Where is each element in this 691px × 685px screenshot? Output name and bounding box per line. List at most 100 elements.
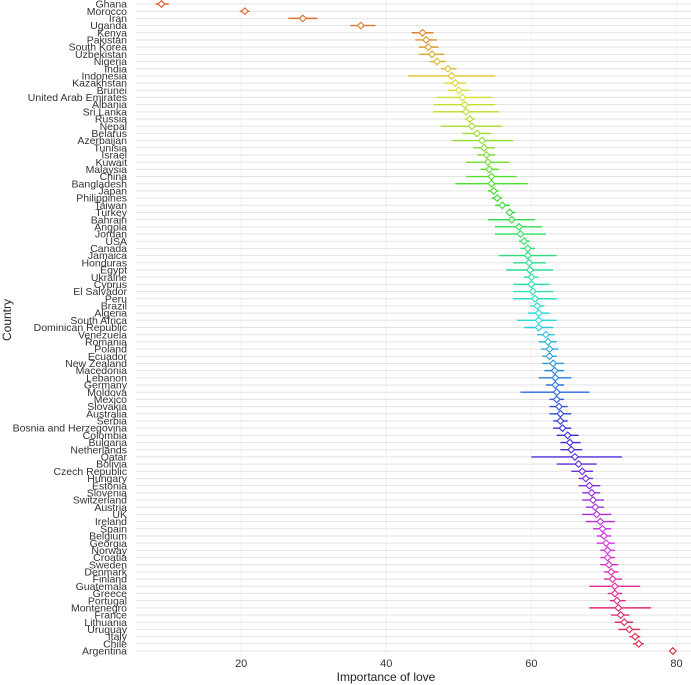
mean-point: [525, 265, 535, 275]
country-label: France: [94, 610, 127, 622]
mean-point: [603, 546, 612, 555]
country-label: Egypt: [100, 265, 127, 277]
country-label: Ghana: [95, 0, 127, 11]
country-label: Bahrain: [91, 214, 127, 226]
country-label: Czech Republic: [53, 466, 127, 478]
country-label: USA: [105, 236, 127, 248]
mean-point: [462, 107, 471, 116]
country-label: Albania: [92, 99, 127, 111]
mean-point: [578, 467, 587, 476]
y-axis-title: Country: [0, 299, 14, 341]
country-label: Cyprus: [94, 279, 127, 291]
country-label: India: [104, 63, 127, 75]
mean-point: [551, 373, 560, 382]
country-label: China: [100, 171, 128, 183]
country-label: Jamaica: [88, 250, 127, 262]
country-label: Venezuela: [78, 329, 127, 341]
country-label: Poland: [94, 344, 127, 356]
country-label: Netherlands: [70, 444, 127, 456]
country-label: Ukraine: [91, 272, 127, 284]
mean-point: [443, 64, 453, 73]
mean-point: [556, 409, 565, 418]
country-label: Nigeria: [94, 56, 127, 68]
mean-point: [544, 337, 553, 346]
country-label: Ecuador: [88, 351, 128, 363]
mean-point: [550, 366, 559, 375]
country-label: Lithuania: [84, 617, 127, 629]
mean-point: [356, 21, 365, 30]
mean-points: [157, 0, 677, 656]
country-label: Pakistan: [87, 35, 127, 47]
x-tick-labels: 20 40 60 80: [235, 658, 683, 670]
country-label: Angola: [94, 221, 127, 233]
mean-point: [487, 172, 496, 181]
mean-point: [541, 330, 550, 339]
mean-point: [528, 287, 537, 296]
country-label: Azerbaijan: [77, 135, 127, 147]
country-label: Dominican Republic: [34, 322, 127, 334]
country-label: Macedonia: [76, 365, 128, 377]
mean-point: [534, 309, 543, 318]
country-label: Brunei: [97, 85, 127, 97]
country-label: Montenegro: [71, 602, 127, 614]
country-label: South Korea: [69, 42, 128, 54]
country-label: Sweden: [89, 559, 127, 571]
mean-point: [433, 57, 442, 66]
country-label: Morocco: [87, 6, 127, 18]
mean-point: [485, 165, 494, 174]
mean-point: [157, 0, 166, 9]
country-label: Canada: [90, 243, 127, 255]
country-label: Moldova: [87, 387, 127, 399]
country-label: Italy: [108, 631, 128, 643]
mean-point: [523, 251, 532, 260]
country-label: Honduras: [81, 257, 127, 269]
country-label: Israel: [101, 150, 127, 162]
mean-point: [588, 495, 598, 505]
country-label: Nepal: [100, 121, 127, 133]
mean-point: [487, 179, 496, 188]
mean-point: [608, 575, 617, 584]
mean-point: [556, 416, 565, 426]
mean-point: [587, 488, 596, 497]
mean-point: [554, 402, 564, 411]
country-label: Hungary: [87, 473, 127, 485]
mean-point: [527, 273, 536, 282]
mean-point: [447, 71, 456, 80]
country-label: Japan: [98, 186, 127, 198]
country-label: Finland: [93, 574, 128, 586]
mean-point: [516, 229, 525, 239]
mean-point: [525, 258, 534, 267]
country-label: Philippines: [76, 193, 127, 205]
mean-point: [298, 14, 307, 23]
country-label: Belgium: [89, 531, 127, 543]
country-label: Georgia: [90, 538, 128, 550]
country-label: Chile: [103, 638, 127, 650]
country-label: Bolivia: [96, 459, 127, 471]
mean-point: [454, 86, 463, 95]
mean-point: [533, 301, 542, 311]
country-label: Bosnia and Herzegovina: [13, 423, 128, 435]
mean-point: [505, 208, 514, 217]
country-label: Romania: [85, 336, 127, 348]
country-label: Guatemala: [76, 581, 128, 593]
country-label: Lebanon: [86, 372, 127, 384]
x-tick-label: 40: [380, 658, 392, 670]
country-label: Tunisia: [94, 142, 128, 154]
mean-point: [480, 143, 489, 152]
mean-point: [545, 344, 554, 354]
country-label: Croatia: [93, 552, 127, 564]
mean-point: [507, 215, 516, 224]
mean-point: [514, 222, 524, 231]
mean-point: [620, 618, 629, 627]
country-label: Slovakia: [87, 401, 127, 413]
country-label: Russia: [95, 114, 127, 126]
mean-point: [493, 194, 502, 203]
country-label: Belarus: [91, 128, 127, 140]
mean-point: [422, 35, 431, 45]
country-label: UK: [112, 509, 127, 521]
country-label: Ireland: [95, 516, 127, 528]
country-label: Switzerland: [73, 495, 127, 507]
mean-point: [551, 380, 560, 390]
